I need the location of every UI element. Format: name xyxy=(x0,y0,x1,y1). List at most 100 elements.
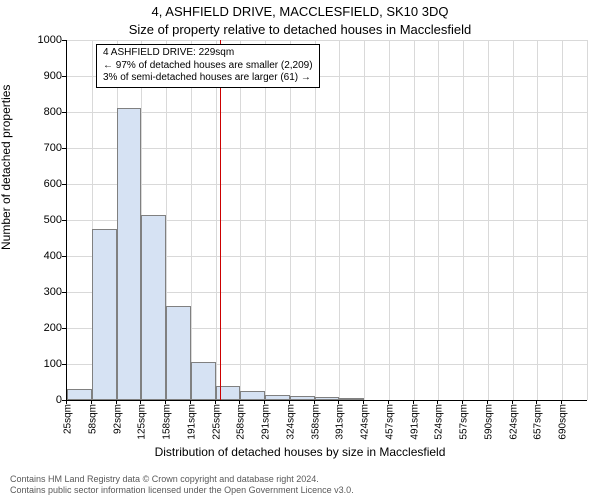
x-tick-label: 391sqm xyxy=(335,404,346,440)
x-tick-mark xyxy=(215,400,216,404)
x-tick-label: 25sqm xyxy=(63,404,74,434)
x-tick-mark xyxy=(388,400,389,404)
histogram-bar xyxy=(117,108,142,400)
gridline-v xyxy=(463,40,464,400)
x-tick-mark xyxy=(91,400,92,404)
x-tick-mark xyxy=(413,400,414,404)
gridline-v xyxy=(315,40,316,400)
y-tick-mark xyxy=(62,328,66,329)
x-tick-label: 590sqm xyxy=(483,404,494,440)
y-tick-mark xyxy=(62,220,66,221)
chart-container: 4, ASHFIELD DRIVE, MACCLESFIELD, SK10 3D… xyxy=(0,0,600,500)
gridline-v xyxy=(191,40,192,400)
x-tick-label: 457sqm xyxy=(384,404,395,440)
y-tick-label: 400 xyxy=(44,250,62,262)
plot-area xyxy=(66,40,587,401)
y-tick-mark xyxy=(62,364,66,365)
histogram-bar xyxy=(67,389,92,400)
gridline-v xyxy=(513,40,514,400)
footer-text: Contains HM Land Registry data © Crown c… xyxy=(10,474,354,496)
annotation-line2: ← 97% of detached houses are smaller (2,… xyxy=(103,60,313,73)
x-tick-label: 158sqm xyxy=(162,404,173,440)
gridline-v xyxy=(587,40,588,400)
gridline-v xyxy=(265,40,266,400)
histogram-bar xyxy=(191,362,216,400)
footer-line1: Contains HM Land Registry data © Crown c… xyxy=(10,474,354,485)
histogram-bar xyxy=(240,391,265,400)
gridline-v xyxy=(216,40,217,400)
gridline-h xyxy=(67,184,587,185)
x-tick-label: 491sqm xyxy=(409,404,420,440)
x-tick-mark xyxy=(512,400,513,404)
x-tick-mark xyxy=(190,400,191,404)
x-tick-mark xyxy=(239,400,240,404)
y-axis-label: Number of detached properties xyxy=(0,85,13,250)
x-tick-mark xyxy=(487,400,488,404)
x-tick-label: 58sqm xyxy=(87,404,98,434)
y-tick-label: 200 xyxy=(44,322,62,334)
gridline-v xyxy=(389,40,390,400)
x-tick-mark xyxy=(314,400,315,404)
footer-line2: Contains public sector information licen… xyxy=(10,485,354,496)
histogram-bar xyxy=(141,215,166,400)
x-tick-label: 291sqm xyxy=(261,404,272,440)
x-tick-mark xyxy=(289,400,290,404)
x-tick-mark xyxy=(66,400,67,404)
gridline-v xyxy=(414,40,415,400)
gridline-v xyxy=(240,40,241,400)
y-tick-mark xyxy=(62,112,66,113)
histogram-bar xyxy=(315,397,340,400)
gridline-v xyxy=(562,40,563,400)
reference-line xyxy=(220,40,221,400)
y-tick-mark xyxy=(62,40,66,41)
x-tick-mark xyxy=(116,400,117,404)
histogram-bar xyxy=(339,398,364,400)
y-tick-label: 100 xyxy=(44,358,62,370)
x-tick-mark xyxy=(462,400,463,404)
annotation-line1: 4 ASHFIELD DRIVE: 229sqm xyxy=(103,47,313,60)
y-tick-label: 300 xyxy=(44,286,62,298)
x-tick-mark xyxy=(363,400,364,404)
y-tick-label: 500 xyxy=(44,214,62,226)
gridline-h xyxy=(67,112,587,113)
x-tick-label: 324sqm xyxy=(285,404,296,440)
x-tick-mark xyxy=(165,400,166,404)
gridline-v xyxy=(537,40,538,400)
x-tick-label: 524sqm xyxy=(434,404,445,440)
address-title: 4, ASHFIELD DRIVE, MACCLESFIELD, SK10 3D… xyxy=(0,4,600,19)
x-tick-label: 657sqm xyxy=(533,404,544,440)
y-tick-label: 600 xyxy=(44,178,62,190)
gridline-v xyxy=(290,40,291,400)
annotation-box: 4 ASHFIELD DRIVE: 229sqm ← 97% of detach… xyxy=(96,44,320,88)
x-tick-mark xyxy=(338,400,339,404)
y-tick-mark xyxy=(62,184,66,185)
gridline-v xyxy=(364,40,365,400)
x-tick-label: 92sqm xyxy=(112,404,123,434)
y-tick-mark xyxy=(62,76,66,77)
y-tick-mark xyxy=(62,292,66,293)
x-tick-label: 358sqm xyxy=(310,404,321,440)
histogram-bar xyxy=(166,306,191,400)
histogram-bar xyxy=(290,396,315,400)
x-tick-mark xyxy=(264,400,265,404)
y-tick-label: 900 xyxy=(44,70,62,82)
x-tick-mark xyxy=(561,400,562,404)
chart-subtitle: Size of property relative to detached ho… xyxy=(0,22,600,37)
gridline-v xyxy=(488,40,489,400)
annotation-line3: 3% of semi-detached houses are larger (6… xyxy=(103,72,313,85)
x-tick-mark xyxy=(536,400,537,404)
y-tick-label: 700 xyxy=(44,142,62,154)
x-tick-label: 690sqm xyxy=(558,404,569,440)
gridline-h xyxy=(67,148,587,149)
gridline-v xyxy=(438,40,439,400)
x-tick-label: 624sqm xyxy=(508,404,519,440)
x-tick-mark xyxy=(140,400,141,404)
gridline-v xyxy=(339,40,340,400)
x-tick-label: 225sqm xyxy=(211,404,222,440)
y-tick-label: 800 xyxy=(44,106,62,118)
histogram-bar xyxy=(265,395,290,400)
x-tick-label: 191sqm xyxy=(186,404,197,440)
x-tick-mark xyxy=(437,400,438,404)
y-tick-label: 1000 xyxy=(38,34,62,46)
y-tick-mark xyxy=(62,256,66,257)
